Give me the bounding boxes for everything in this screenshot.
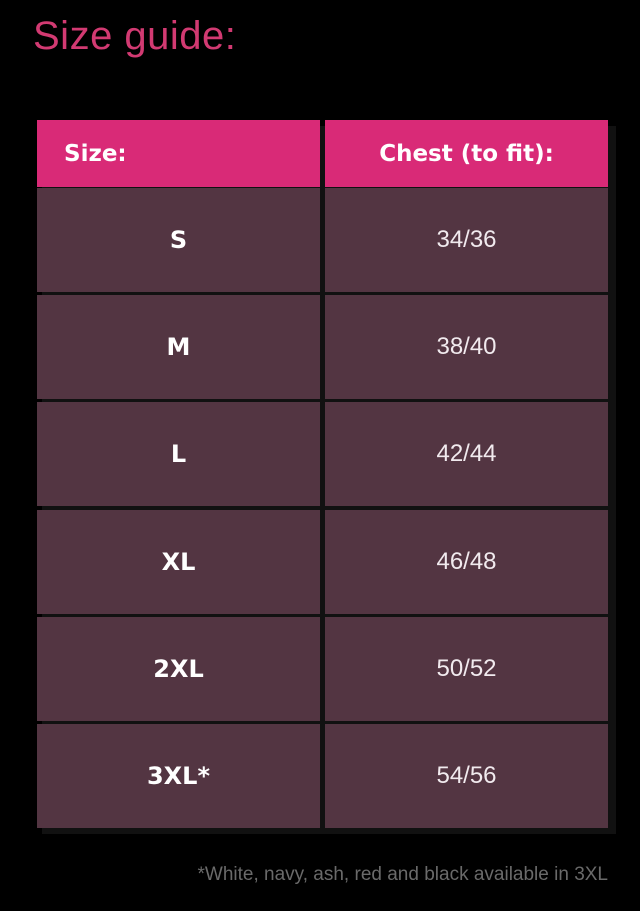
chest-cell: 38/40 — [325, 295, 608, 400]
size-cell: L — [37, 402, 320, 507]
chest-cell: 50/52 — [325, 616, 608, 721]
chest-cell: 34/36 — [325, 188, 608, 292]
size-cell: M — [37, 295, 320, 400]
size-cell: 3XL* — [37, 724, 320, 828]
size-cell: 2XL — [37, 616, 320, 721]
page-title: Size guide: — [33, 14, 237, 58]
footnote: *White, navy, ash, red and black availab… — [197, 864, 609, 885]
header-chest: Chest (to fit): — [325, 120, 608, 187]
header-size: Size: — [37, 120, 320, 187]
chest-cell: 46/48 — [325, 509, 608, 614]
chest-cell: 42/44 — [325, 402, 608, 507]
size-cell: S — [37, 188, 320, 292]
size-cell: XL — [37, 509, 320, 614]
chest-cell: 54/56 — [325, 724, 608, 828]
